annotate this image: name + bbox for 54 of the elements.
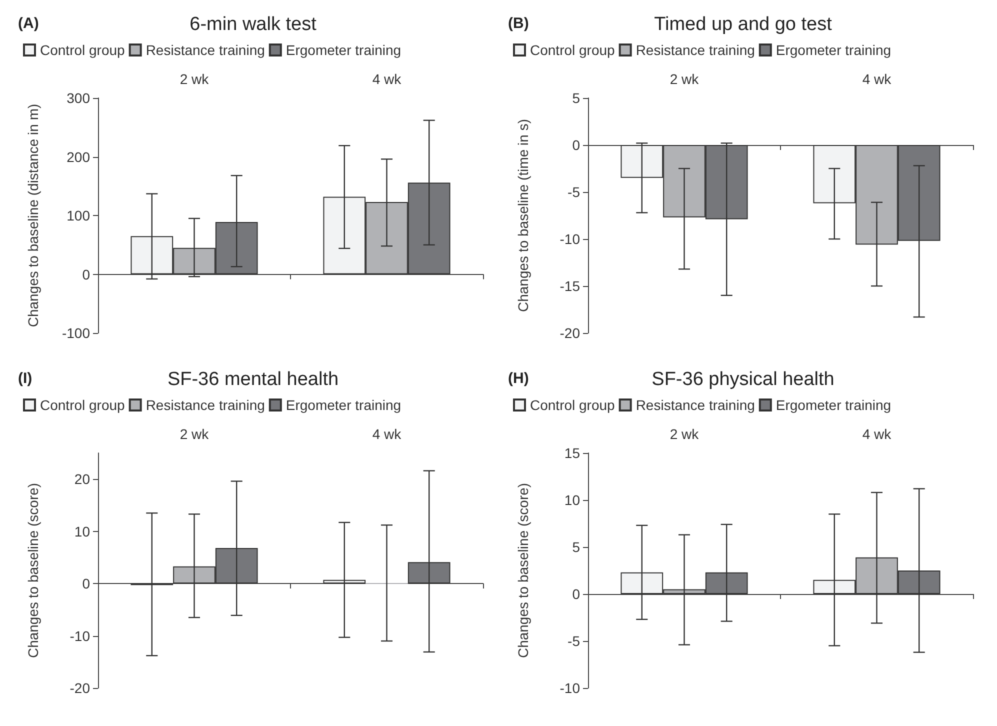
y-tick-label: 0 (572, 137, 580, 153)
x-tick-label: 4 wk (862, 71, 892, 87)
y-tick-label: 200 (66, 148, 90, 165)
legend-label: Resistance training (146, 42, 265, 58)
legend-label: Ergometer training (776, 397, 892, 413)
text: (B) (508, 15, 529, 32)
x-tick-label: 2 wk (180, 426, 210, 442)
y-tick-label: -10 (560, 680, 580, 696)
legend-label: Resistance training (636, 397, 755, 413)
x-tick-label: 2 wk (670, 426, 700, 442)
y-axis-title: Changes to baseline (score) (515, 482, 531, 658)
y-tick-label: 0 (82, 266, 90, 282)
legend-label: Resistance training (636, 42, 755, 58)
legend-label: Ergometer training (286, 397, 402, 413)
y-tick-label: -5 (568, 633, 580, 649)
y-tick-label: 5 (572, 539, 580, 555)
y-tick-label: 0 (82, 576, 90, 592)
y-tick-label: -10 (70, 628, 90, 644)
y-tick-label: 100 (66, 208, 90, 224)
legend-label: Control group (40, 397, 126, 413)
y-axis-title: Changes to baseline (score) (25, 482, 41, 658)
x-tick-label: 4 wk (862, 426, 892, 442)
text: (I) (18, 370, 32, 387)
chart-title: SF-36 physical health (652, 369, 834, 390)
y-tick-label: 20 (74, 471, 90, 488)
y-tick-label: -10 (560, 231, 580, 247)
y-tick-label: -20 (70, 680, 90, 696)
legend-label: Ergometer training (286, 42, 402, 58)
y-axis-title: Changes to baseline (distance in m) (25, 104, 41, 328)
y-tick-label: 5 (572, 90, 580, 106)
y-tick-label: -100 (62, 325, 90, 341)
y-tick-label: 15 (564, 445, 580, 461)
x-tick-label: 4 wk (372, 426, 402, 442)
legend-label: Ergometer training (776, 42, 892, 58)
x-tick-label: 4 wk (372, 71, 402, 87)
y-tick-label: 300 (66, 90, 90, 106)
y-tick-label: 0 (572, 586, 580, 602)
chart-title: Timed up and go test (654, 14, 833, 35)
chart-title: 6-min walk test (190, 14, 318, 35)
x-tick-label: 2 wk (670, 71, 700, 87)
y-tick-label: 10 (74, 523, 90, 540)
y-axis-title: Changes to baseline (time in s) (515, 119, 531, 312)
y-tick-label: -15 (560, 278, 580, 294)
x-tick-label: 2 wk (180, 71, 210, 87)
text: (A) (18, 15, 39, 32)
legend-label: Control group (530, 397, 616, 413)
text: (H) (508, 370, 529, 387)
legend-label: Resistance training (146, 397, 265, 413)
y-tick-label: 10 (564, 492, 580, 508)
y-tick-label: -20 (560, 325, 580, 341)
chart-title: SF-36 mental health (167, 369, 339, 390)
legend-label: Control group (530, 42, 616, 58)
y-tick-label: -5 (568, 184, 580, 200)
legend-label: Control group (40, 42, 126, 58)
